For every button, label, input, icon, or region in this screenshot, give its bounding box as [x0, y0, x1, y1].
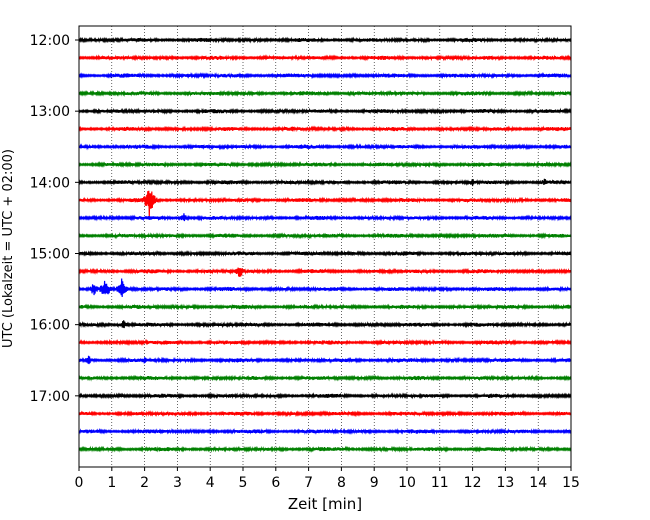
x-axis-ticks: 0 1 2 3 4 5 6 7 8 9 10 11 12 13 14 15 [75, 467, 580, 491]
x-tick-label: 2 [140, 475, 149, 491]
x-tick-label: 8 [337, 475, 346, 491]
trace-1400 [78, 178, 572, 187]
trace-1600 [78, 320, 572, 329]
y-tick-label: 14:00 [30, 175, 70, 191]
x-tick-label: 5 [239, 475, 248, 491]
x-tick-label: 14 [529, 475, 547, 491]
trace-1215 [78, 54, 572, 62]
trace-1715 [78, 410, 572, 418]
x-axis-label: Zeit [min] [288, 495, 362, 513]
trace-1315 [78, 125, 572, 133]
trace-1545 [78, 303, 572, 311]
trace-1200 [78, 36, 572, 44]
trace-1500 [78, 249, 572, 258]
y-tick-label: 15:00 [30, 247, 70, 263]
trace-1615 [78, 338, 572, 347]
x-tick-label: 1 [107, 475, 116, 491]
x-tick-label: 13 [496, 475, 514, 491]
trace-1530 [78, 278, 572, 297]
x-tick-label: 9 [370, 475, 379, 491]
y-tick-label: 13:00 [30, 104, 70, 120]
trace-1330 [78, 143, 572, 151]
trace-1745 [78, 445, 572, 453]
trace-1515 [78, 267, 572, 277]
trace-1630 [78, 355, 572, 365]
x-tick-label: 0 [75, 475, 84, 491]
trace-1230 [78, 72, 572, 80]
seismic-traces [78, 36, 572, 453]
plot-frame [78, 25, 572, 468]
x-tick-label: 7 [304, 475, 313, 491]
y-tick-label: 17:00 [30, 389, 70, 405]
x-tick-label: 6 [271, 475, 280, 491]
trace-1300 [78, 107, 572, 115]
y-tick-label: 12:00 [30, 33, 70, 49]
trace-1700 [78, 392, 572, 400]
y-axis-label: UTC (Lokalzeit = UTC + 02:00) [1, 149, 16, 348]
trace-1245 [78, 89, 572, 98]
x-tick-label: 12 [464, 475, 482, 491]
trace-1445 [78, 232, 572, 240]
x-tick-label: 10 [398, 475, 416, 491]
trace-1415 [78, 190, 572, 217]
trace-1645 [78, 374, 572, 382]
trace-1345 [78, 160, 572, 169]
x-tick-label: 15 [562, 475, 580, 491]
x-tick-label: 11 [431, 475, 449, 491]
y-axis-ticks: 12:00 13:00 14:00 15:00 16:00 17:00 [30, 33, 79, 405]
x-tick-label: 3 [173, 475, 182, 491]
trace-1430 [78, 213, 572, 222]
trace-1730 [78, 427, 572, 435]
x-tick-label: 4 [206, 475, 215, 491]
y-tick-label: 16:00 [30, 318, 70, 334]
